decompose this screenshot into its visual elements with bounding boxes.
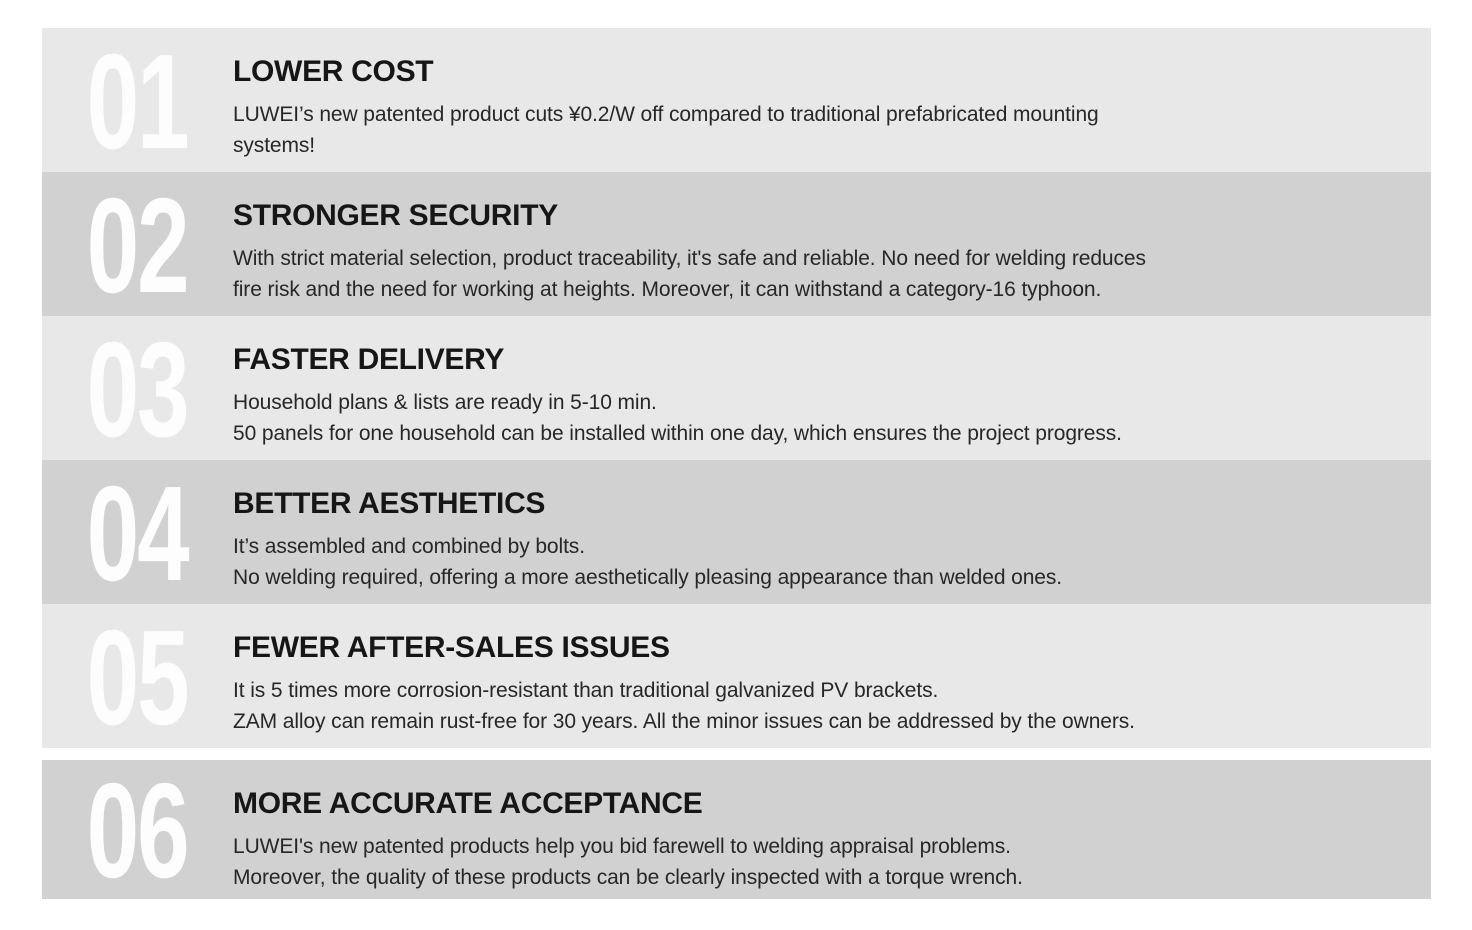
benefit-item-05: 05 FEWER AFTER-SALES ISSUES It is 5 time… xyxy=(42,604,1431,748)
item-number: 02 xyxy=(87,172,190,316)
item-title: BETTER AESTHETICS xyxy=(233,487,546,520)
item-text-column: FEWER AFTER-SALES ISSUES It is 5 times m… xyxy=(233,604,1431,748)
item-text-column: MORE ACCURATE ACCEPTANCE LUWEI's new pat… xyxy=(233,760,1431,899)
item-number: 05 xyxy=(87,604,190,748)
benefit-item-04: 04 BETTER AESTHETICS It’s assembled and … xyxy=(42,460,1431,604)
item-title: FEWER AFTER-SALES ISSUES xyxy=(233,631,670,664)
item-title: MORE ACCURATE ACCEPTANCE xyxy=(233,787,703,820)
benefits-list: 01 LOWER COST LUWEI’s new patented produ… xyxy=(42,28,1431,899)
item-description-line: It is 5 times more corrosion-resistant t… xyxy=(233,679,939,702)
item-text-column: LOWER COST LUWEI’s new patented product … xyxy=(233,28,1431,172)
item-title: FASTER DELIVERY xyxy=(233,343,505,376)
item-description-line: Household plans & lists are ready in 5-1… xyxy=(233,391,657,414)
item-text-column: STRONGER SECURITY With strict material s… xyxy=(233,172,1431,316)
item-description-line: It’s assembled and combined by bolts. xyxy=(233,535,585,558)
benefit-item-01: 01 LOWER COST LUWEI’s new patented produ… xyxy=(42,28,1431,172)
item-number-column: 02 xyxy=(42,172,233,316)
item-description-line: ZAM alloy can remain rust-free for 30 ye… xyxy=(233,710,1135,733)
item-description-line: With strict material selection, product … xyxy=(233,247,1146,270)
item-number: 01 xyxy=(87,28,190,172)
item-description-line: Moreover, the quality of these products … xyxy=(233,866,1023,889)
item-number: 03 xyxy=(87,316,190,460)
item-number-column: 03 xyxy=(42,316,233,460)
benefit-item-02: 02 STRONGER SECURITY With strict materia… xyxy=(42,172,1431,316)
item-description-line: LUWEI's new patented products help you b… xyxy=(233,835,1011,858)
item-text-column: FASTER DELIVERY Household plans & lists … xyxy=(233,316,1431,460)
item-description-line: 50 panels for one household can be insta… xyxy=(233,422,1122,445)
item-number-column: 04 xyxy=(42,460,233,604)
item-description-line: No welding required, offering a more aes… xyxy=(233,566,1063,589)
item-title: STRONGER SECURITY xyxy=(233,199,558,232)
item-number-column: 01 xyxy=(42,28,233,172)
row-separator xyxy=(42,748,1431,760)
item-description-line: systems! xyxy=(233,134,316,157)
item-description-line: LUWEI’s new patented product cuts ¥0.2/W… xyxy=(233,103,1099,126)
benefit-item-06: 06 MORE ACCURATE ACCEPTANCE LUWEI's new … xyxy=(42,760,1431,899)
item-description-line: fire risk and the need for working at he… xyxy=(233,278,1102,301)
item-number-column: 05 xyxy=(42,604,233,748)
benefit-item-03: 03 FASTER DELIVERY Household plans & lis… xyxy=(42,316,1431,460)
item-title: LOWER COST xyxy=(233,55,434,88)
item-text-column: BETTER AESTHETICS It’s assembled and com… xyxy=(233,460,1431,604)
item-number: 04 xyxy=(87,460,190,604)
item-number-column: 06 xyxy=(42,760,233,899)
item-number: 06 xyxy=(87,760,190,899)
